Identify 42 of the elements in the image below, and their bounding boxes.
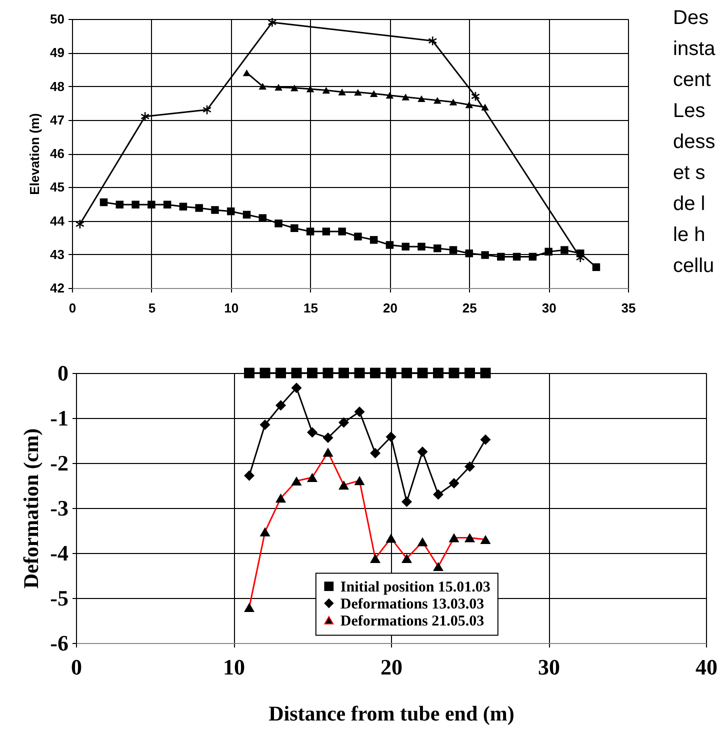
text: Des <box>673 6 710 31</box>
x-tick-label: 15 <box>304 300 318 316</box>
x-tick-label: 30 <box>542 300 556 316</box>
x-tick-label: 40 <box>696 654 718 680</box>
text: cellu <box>673 254 716 279</box>
y-tick-label: -4 <box>50 540 68 566</box>
text: cent <box>673 68 712 93</box>
text: Les <box>673 99 706 124</box>
x-tick-label: 20 <box>382 300 398 316</box>
text: dess <box>673 130 716 155</box>
x-axis-title: Distance from tube end (m) <box>268 702 514 726</box>
legend-label: Initial position 15.01.03 <box>340 579 490 596</box>
y-tick-label: 47 <box>50 112 64 128</box>
y-tick-label: 50 <box>50 12 64 26</box>
legend-label: Deformations 13.03.03 <box>340 596 484 612</box>
y-tick-label: 49 <box>50 45 64 60</box>
text: le h <box>673 223 706 248</box>
y-tick-label: 48 <box>50 78 64 94</box>
text: de l <box>673 192 706 217</box>
y-tick-label: -3 <box>50 496 68 520</box>
y-tick-label: 43 <box>50 246 64 262</box>
y-tick-label: 46 <box>50 146 64 161</box>
y-axis-title: Deformation (cm) <box>19 428 44 589</box>
y-tick-label: -2 <box>50 450 68 476</box>
y-tick-label: 45 <box>50 180 64 195</box>
x-tick-label: 20 <box>380 654 402 680</box>
x-tick-label: 35 <box>621 300 636 316</box>
y-tick-label: 44 <box>50 213 66 228</box>
text: insta <box>673 37 716 62</box>
y-tick-label: 0 <box>58 360 68 386</box>
x-tick-label: 25 <box>462 300 477 316</box>
x-tick-label: 10 <box>223 654 245 680</box>
y-tick-label: -1 <box>50 406 68 430</box>
x-tick-label: 10 <box>224 300 239 316</box>
text: et s <box>673 161 706 186</box>
y-tick-label: -5 <box>50 586 68 610</box>
y-axis-title: Elevation (m) <box>27 113 42 195</box>
x-tick-label: 30 <box>538 654 560 680</box>
x-tick-label: 5 <box>148 300 156 316</box>
y-tick-label: -6 <box>50 630 68 656</box>
y-tick-label: 42 <box>50 280 64 296</box>
legend-label: Deformations 21.05.03 <box>340 613 484 630</box>
